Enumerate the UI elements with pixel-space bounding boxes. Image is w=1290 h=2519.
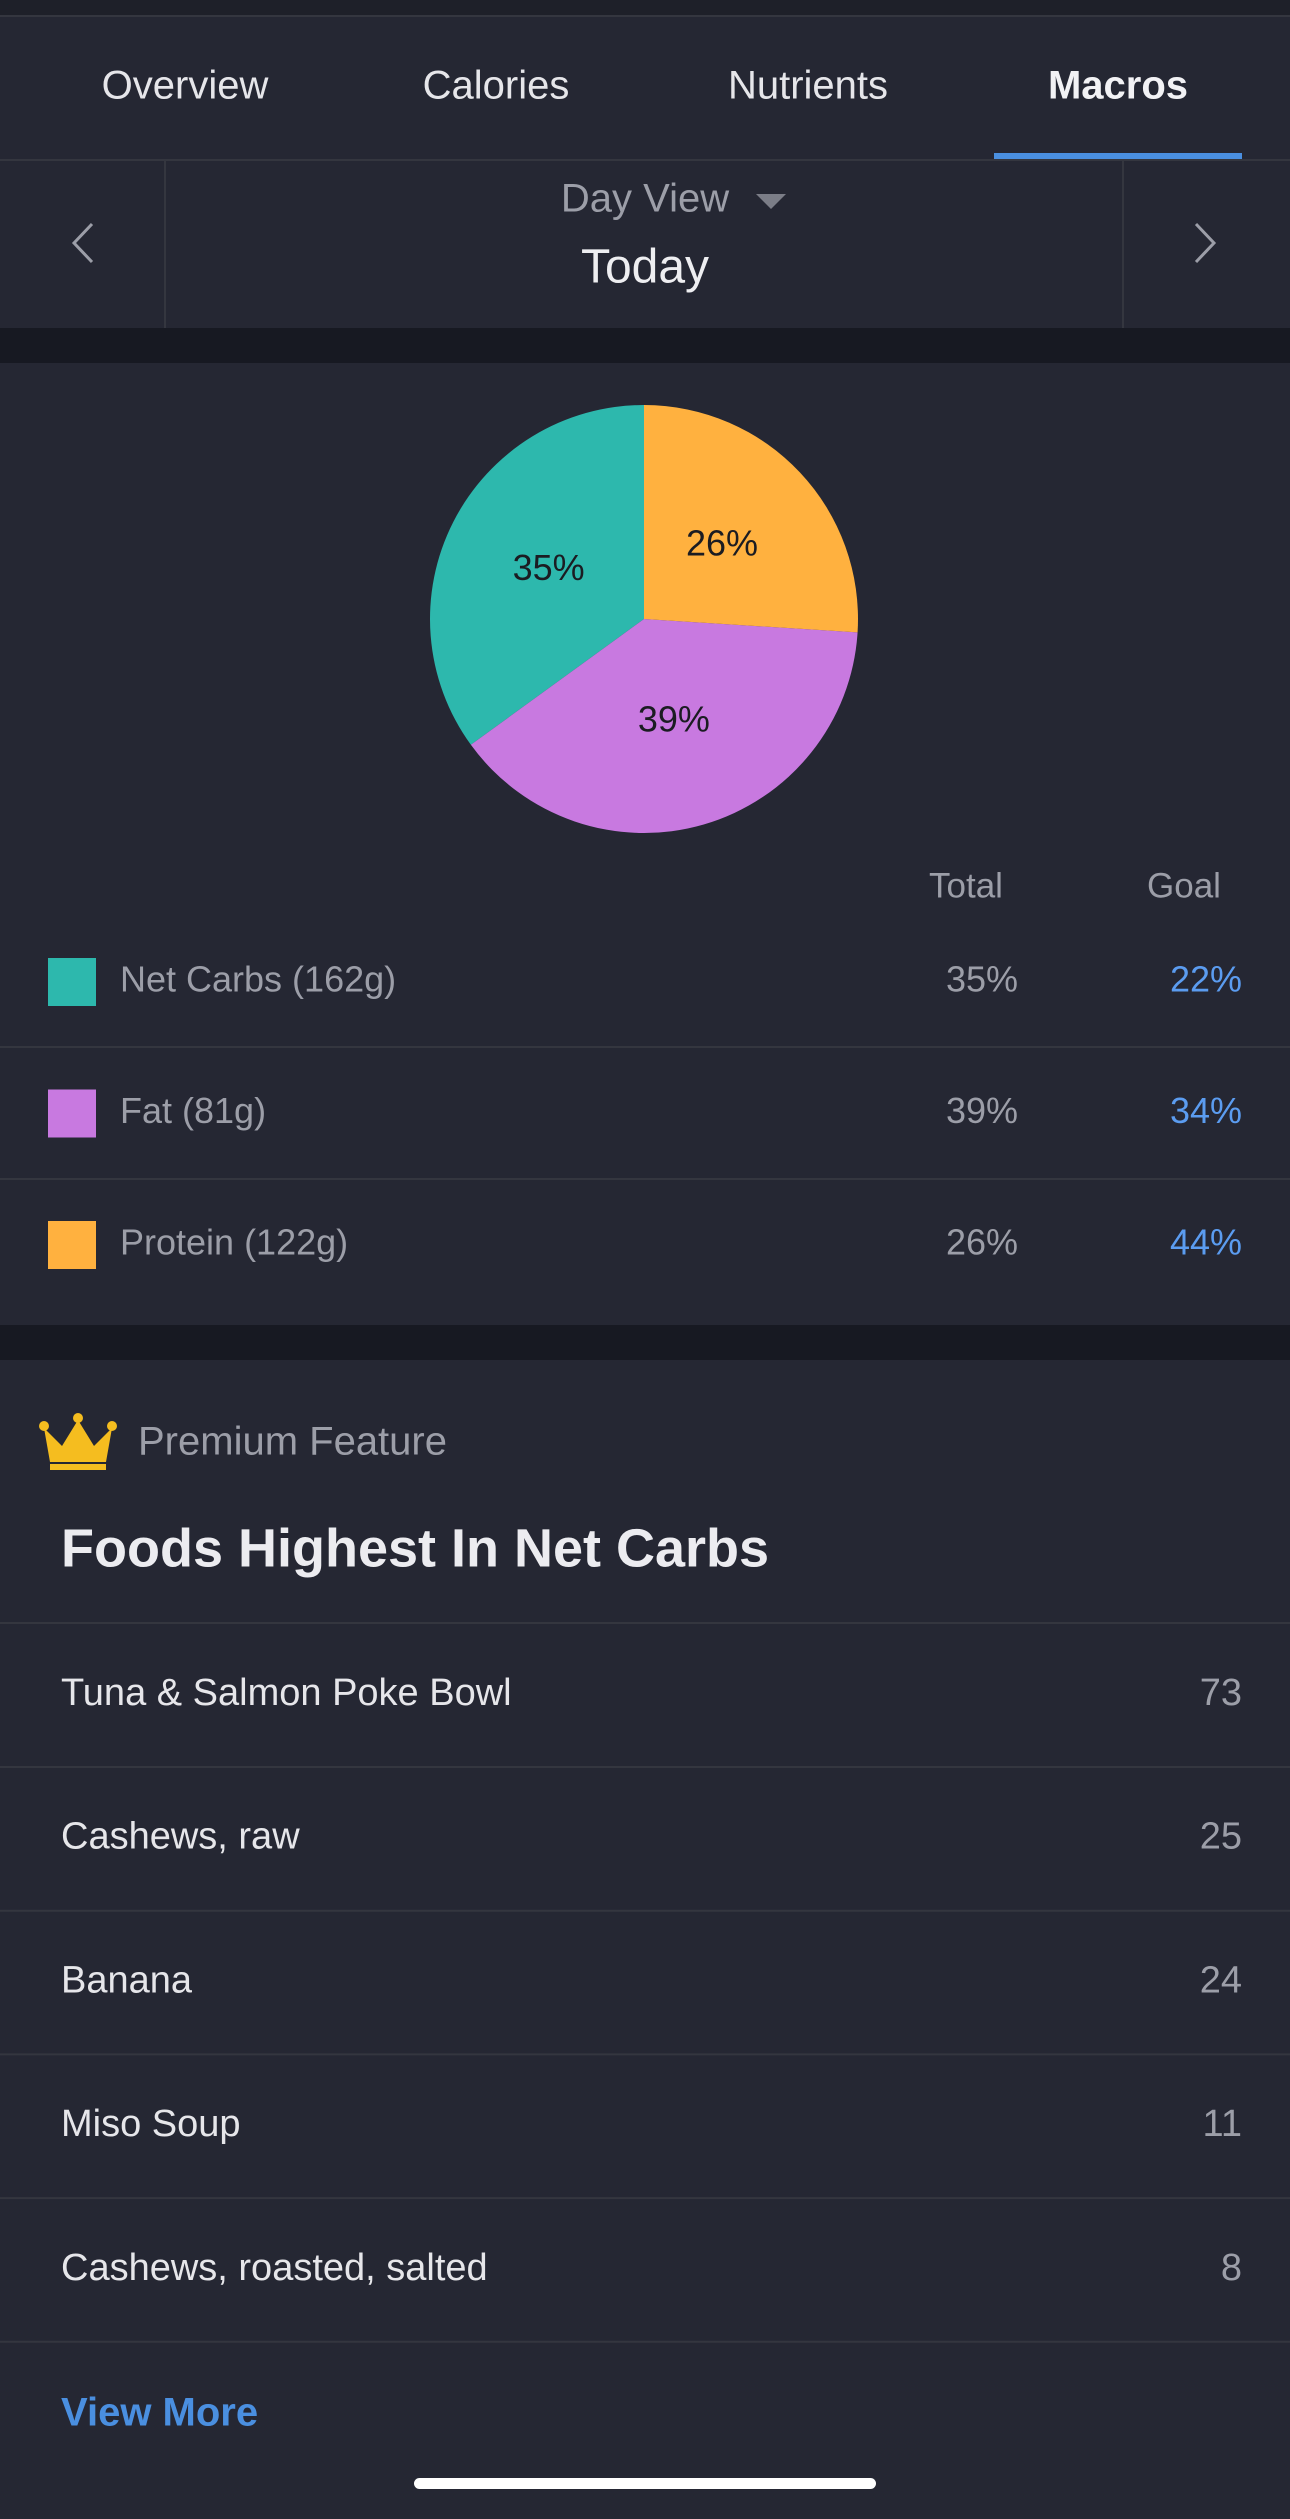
tab-underline xyxy=(994,153,1242,160)
total-value: 39% xyxy=(946,1090,1018,1131)
tab[interactable]: Overview xyxy=(102,64,269,108)
next-arrow[interactable] xyxy=(1194,222,1217,264)
column-header: Goal xyxy=(1147,866,1221,905)
total-value: 35% xyxy=(946,959,1018,1000)
food-value: 24 xyxy=(1200,1959,1242,2001)
section-gap xyxy=(0,328,1290,363)
tab-active[interactable]: Macros xyxy=(1048,64,1188,108)
food-value: 8 xyxy=(1221,2247,1242,2289)
column-header: Total xyxy=(929,866,1003,905)
food-value: 11 xyxy=(1203,2103,1242,2145)
legend-label: Net Carbs (162g) xyxy=(120,959,396,1000)
food-name[interactable]: Tuna & Salmon Poke Bowl xyxy=(61,1672,512,1714)
date-label: Today xyxy=(581,241,709,294)
slice-label: 26% xyxy=(686,522,758,563)
goal-value: 22% xyxy=(1170,959,1242,1000)
prev-arrow[interactable] xyxy=(71,222,94,264)
pie-slice xyxy=(644,405,858,633)
legend-swatch xyxy=(48,958,96,1006)
tab[interactable]: Calories xyxy=(423,64,570,108)
home-indicator xyxy=(414,2478,876,2489)
goal-value: 34% xyxy=(1170,1090,1242,1131)
section-gap xyxy=(0,1325,1290,1360)
legend-label: Protein (122g) xyxy=(120,1222,348,1263)
legend-swatch xyxy=(48,1089,96,1138)
food-name[interactable]: Banana xyxy=(61,1959,193,2001)
food-name[interactable]: Cashews, roasted, salted xyxy=(61,2247,488,2289)
legend-swatch xyxy=(48,1221,96,1269)
view-more-link[interactable]: View More xyxy=(61,2391,258,2435)
section-title: Foods Highest In Net Carbs xyxy=(61,1518,769,1578)
crown-icon xyxy=(39,1413,117,1470)
premium-label: Premium Feature xyxy=(138,1420,447,1464)
slice-label: 39% xyxy=(638,698,710,739)
dropdown-caret[interactable] xyxy=(756,194,786,209)
tab[interactable]: Nutrients xyxy=(728,64,888,108)
legend-label: Fat (81g) xyxy=(120,1090,266,1131)
pie-slice xyxy=(430,405,644,745)
total-value: 26% xyxy=(946,1222,1018,1263)
slice-label: 35% xyxy=(513,547,585,588)
food-value: 73 xyxy=(1200,1672,1242,1714)
view-selector[interactable]: Day View xyxy=(561,177,729,221)
food-name[interactable]: Miso Soup xyxy=(61,2103,241,2145)
goal-value: 44% xyxy=(1170,1222,1242,1263)
food-value: 25 xyxy=(1200,1816,1242,1858)
food-name[interactable]: Cashews, raw xyxy=(61,1816,300,1858)
top-strip xyxy=(0,0,1290,16)
pie-slice xyxy=(470,619,858,833)
